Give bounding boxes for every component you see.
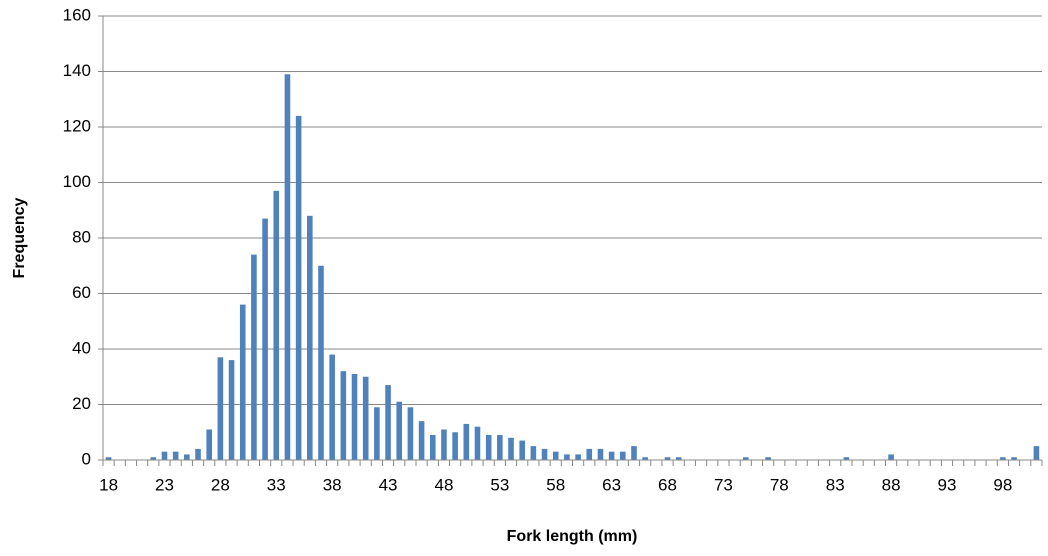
bar: [888, 454, 894, 460]
bar: [374, 407, 380, 460]
bar: [407, 407, 414, 460]
x-tick-label: 18: [99, 475, 118, 494]
bar: [497, 435, 503, 460]
x-tick-label: 38: [323, 475, 342, 494]
bar: [228, 360, 235, 460]
bar: [195, 448, 201, 460]
bar: [184, 454, 190, 460]
bar: [351, 373, 358, 460]
bar: [642, 457, 648, 460]
bar: [273, 190, 280, 460]
x-tick-label: 43: [379, 475, 398, 494]
bar: [206, 429, 212, 460]
bar: [172, 451, 179, 460]
bar: [620, 451, 626, 460]
x-tick-label: 78: [770, 475, 789, 494]
bar: [843, 457, 850, 460]
y-tick-label: 140: [63, 61, 91, 80]
bar: [597, 448, 604, 460]
bar: [441, 429, 447, 460]
bar: [1033, 446, 1040, 460]
x-tick-label: 53: [490, 475, 509, 494]
x-tick-label: 88: [882, 475, 901, 494]
bar: [418, 421, 425, 460]
bar: [262, 218, 268, 460]
bar: [396, 401, 403, 460]
bar: [307, 215, 313, 460]
bar: [675, 457, 682, 460]
bar: [239, 304, 246, 460]
x-axis-title: Fork length (mm): [507, 528, 638, 545]
bar: [452, 432, 458, 460]
y-tick-label: 20: [72, 394, 91, 413]
bar: [150, 457, 157, 460]
bar: [429, 435, 436, 460]
y-tick-label: 120: [63, 116, 91, 135]
x-tick-label: 98: [993, 475, 1012, 494]
x-tick-label: 58: [546, 475, 565, 494]
x-tick-label: 73: [714, 475, 733, 494]
x-tick-label: 83: [826, 475, 845, 494]
bar: [251, 254, 257, 460]
y-tick-label: 40: [72, 338, 91, 357]
x-tick-label: 23: [155, 475, 174, 494]
y-tick-label: 60: [72, 283, 91, 302]
bar: [664, 457, 671, 460]
bar: [552, 451, 559, 460]
bar: [463, 423, 470, 460]
x-tick-label: 33: [267, 475, 286, 494]
bar: [340, 371, 347, 460]
bar: [474, 426, 481, 460]
bar: [329, 354, 335, 460]
bar: [105, 457, 112, 460]
bar: [742, 457, 749, 460]
bar: [631, 446, 637, 460]
bar: [217, 357, 224, 460]
y-tick-label: 100: [63, 172, 91, 191]
bar: [485, 435, 492, 460]
bar: [564, 454, 570, 460]
y-tick-label: 0: [82, 449, 91, 468]
bar: [1011, 457, 1017, 460]
bar: [508, 437, 514, 460]
bar: [362, 376, 369, 460]
bar: [519, 440, 525, 460]
bar: [586, 448, 593, 460]
bar: [530, 446, 537, 460]
bar: [608, 451, 615, 460]
bar: [284, 74, 291, 461]
bar: [318, 265, 324, 460]
x-tick-label: 68: [658, 475, 677, 494]
bar: [765, 457, 771, 460]
bar: [385, 385, 391, 460]
x-tick-label: 63: [602, 475, 621, 494]
y-tick-label: 80: [72, 227, 91, 246]
bar: [1000, 457, 1006, 460]
bar: [295, 115, 302, 461]
bar: [575, 454, 581, 460]
x-tick-label: 28: [211, 475, 230, 494]
x-tick-label: 48: [434, 475, 453, 494]
x-tick-label: 93: [938, 475, 957, 494]
bar: [541, 448, 548, 460]
bar: [161, 451, 168, 460]
y-axis-title: Frequency: [11, 197, 28, 278]
y-tick-label: 160: [63, 5, 91, 24]
